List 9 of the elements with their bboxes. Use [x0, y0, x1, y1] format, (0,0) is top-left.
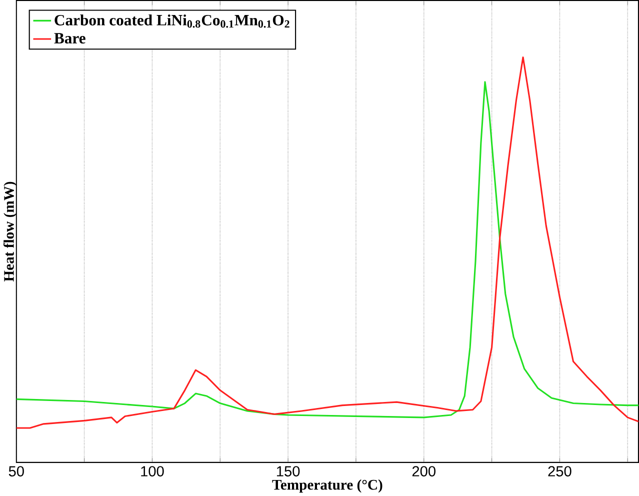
legend-label: Carbon coated LiNi$_{0.8}$Co$_{0.1}$Mn$_{0.1}$O$_{2}$: [54, 14, 290, 28]
y-axis-title: Heat flow (mW): [3, 182, 17, 282]
x-tick-label: 100: [141, 466, 164, 476]
x-axis-title: Temperature (°C): [272, 479, 382, 493]
x-tick-label: 150: [276, 466, 300, 476]
x-tick-label: 250: [548, 466, 572, 476]
x-tick-label: 200: [412, 466, 436, 476]
legend-label: Bare: [54, 33, 86, 44]
x-tick-label: 50: [8, 466, 24, 476]
